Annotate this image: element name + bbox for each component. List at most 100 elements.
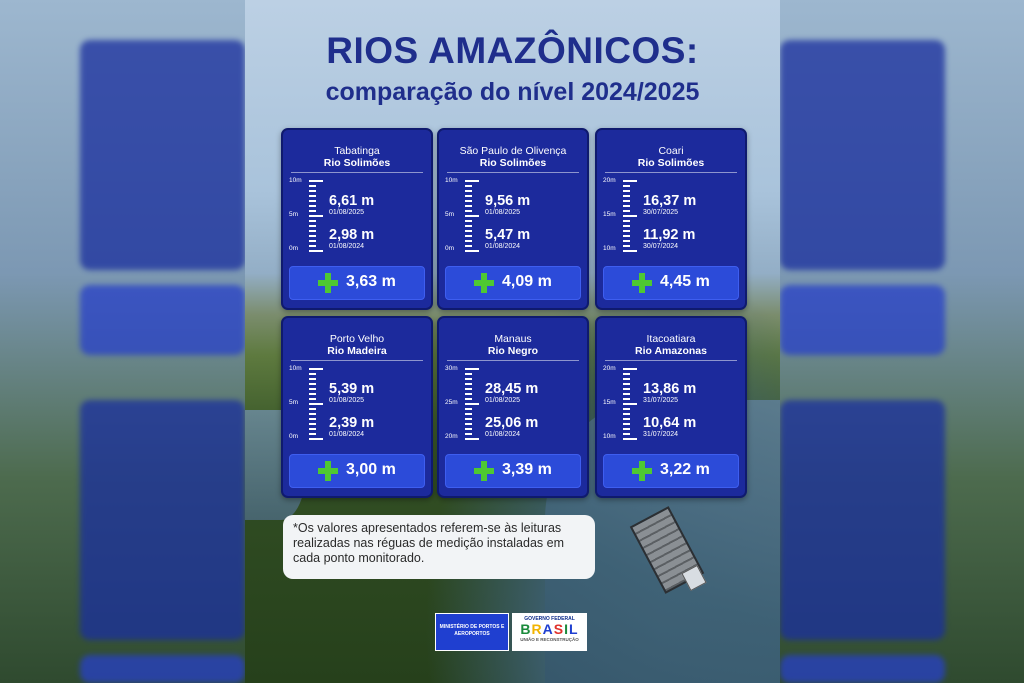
gauge-tick [465, 403, 479, 405]
gauge-ruler-icon: 10m 5m 0m [289, 177, 339, 256]
gauge-tick [309, 398, 316, 400]
gauge-tick [309, 195, 316, 197]
river-name: Rio Negro [487, 345, 539, 357]
gauge-tick [465, 180, 479, 182]
river-level-card: Itacoatiara Rio Amazonas 20m 15m 10m 13,86… [595, 316, 747, 498]
plus-icon [318, 273, 338, 293]
gauge-tick [465, 383, 472, 385]
gauge-tick [623, 423, 630, 425]
gauge-tick [309, 378, 316, 380]
level-difference-value: 4,45 m [660, 273, 710, 290]
gauge-scale-label: 25m [445, 399, 458, 406]
divider [447, 172, 579, 173]
gauge-tick [623, 220, 630, 222]
gauge-tick [623, 378, 630, 380]
gauge-tick [465, 250, 479, 252]
gauge-tick [465, 418, 472, 420]
gauge-tick [623, 215, 637, 217]
level-difference-badge: 3,00 m [289, 454, 425, 488]
gauge-tick [623, 230, 630, 232]
gauge-tick [309, 185, 316, 187]
gauge-scale-label: 0m [289, 433, 299, 440]
gauge-tick [465, 413, 472, 415]
gauge-scale-label: 10m [445, 177, 458, 184]
river-name: Rio Solimões [323, 157, 391, 169]
gauge-tick [465, 195, 472, 197]
level-2024-date: 01/08/2024 [329, 431, 365, 438]
government-logo: GOVERNO FEDERAL BRASIL UNIÃO E RECONSTRU… [512, 613, 587, 651]
level-difference-value: 3,22 m [660, 461, 710, 478]
level-2024-value: 11,92 m [643, 227, 696, 243]
gauge-tick [309, 210, 316, 212]
page-title: RIOS AMAZÔNICOS: [326, 30, 699, 71]
gauge-tick [623, 245, 630, 247]
gauge-tick [309, 368, 323, 370]
gauge-ruler-icon: 20m 15m 10m [603, 365, 653, 444]
river-level-card: Manaus Rio Negro 30m 25m 20m 28,45 m 01/08… [437, 316, 589, 498]
gauge-tick [465, 398, 472, 400]
level-difference-value: 3,63 m [346, 273, 396, 290]
gauge-tick [309, 215, 323, 217]
gauge-tick [465, 185, 472, 187]
level-2025-date: 30/07/2025 [643, 209, 679, 216]
divider [605, 172, 737, 173]
level-2025-date: 01/08/2025 [485, 209, 521, 216]
gauge-tick [309, 373, 316, 375]
divider [291, 172, 423, 173]
level-2025-date: 01/08/2025 [485, 397, 521, 404]
level-difference-value: 3,00 m [346, 461, 396, 478]
level-2025-date: 31/07/2025 [643, 397, 679, 404]
gauge-tick [623, 210, 630, 212]
gauge-tick [465, 215, 479, 217]
gauge-tick [623, 373, 630, 375]
gauge-tick [623, 195, 630, 197]
level-2024-date: 01/08/2024 [329, 243, 365, 250]
city-name: Porto Velho [329, 333, 385, 345]
gauge-tick [309, 220, 316, 222]
footnote: *Os valores apresentados referem-se às l… [283, 515, 595, 579]
gauge-tick [465, 220, 472, 222]
level-2024-date: 01/08/2024 [485, 243, 521, 250]
gauge-ruler-icon: 30m 25m 20m [445, 365, 495, 444]
level-2024-value: 2,98 m [329, 227, 375, 243]
river-name: Rio Amazonas [635, 345, 707, 357]
gauge-tick [623, 393, 630, 395]
level-2025-value: 9,56 m [485, 193, 531, 209]
gauge-scale-label: 0m [445, 245, 455, 252]
level-difference-value: 3,39 m [502, 461, 552, 478]
river-level-card: Porto Velho Rio Madeira 10m 5m 0m 5,39 m 0… [281, 316, 433, 498]
gauge-ruler-icon: 20m 15m 10m [603, 177, 653, 256]
background-ghost-card [780, 400, 945, 640]
gauge-tick [465, 190, 472, 192]
city-name: Manaus [494, 333, 532, 345]
divider [605, 360, 737, 361]
gauge-scale-label: 5m [445, 211, 455, 218]
gauge-scale-label: 5m [289, 399, 299, 406]
divider [291, 360, 423, 361]
gauge-tick [465, 230, 472, 232]
gauge-tick [623, 413, 630, 415]
gauge-tick [465, 408, 472, 410]
gauge-tick [465, 245, 472, 247]
gauge-scale-label: 15m [603, 211, 616, 218]
gauge-tick [623, 438, 637, 440]
background-ghost-card [780, 655, 945, 683]
gov-logo-top: GOVERNO FEDERAL [524, 616, 575, 622]
gauge-scale-label: 10m [603, 245, 616, 252]
gauge-tick [309, 205, 316, 207]
level-difference-badge: 4,09 m [445, 266, 581, 300]
level-difference-badge: 3,63 m [289, 266, 425, 300]
gauge-scale-label: 20m [603, 177, 616, 184]
ministry-logo: MINISTÉRIO DE PORTOS E AEROPORTOS [435, 613, 509, 651]
level-2025-value: 5,39 m [329, 381, 375, 397]
gauge-tick [309, 413, 316, 415]
gauge-tick [623, 383, 630, 385]
river-name: Rio Solimões [479, 157, 547, 169]
gauge-tick [309, 408, 316, 410]
gauge-tick [465, 428, 472, 430]
gov-logo-sub: UNIÃO E RECONSTRUÇÃO [520, 637, 579, 642]
gauge-tick [623, 205, 630, 207]
plus-icon [318, 461, 338, 481]
level-2024-value: 2,39 m [329, 415, 375, 431]
gauge-tick [623, 403, 637, 405]
